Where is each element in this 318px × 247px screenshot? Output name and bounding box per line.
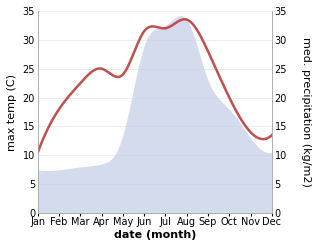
Y-axis label: med. precipitation (kg/m2): med. precipitation (kg/m2) (301, 37, 311, 187)
Y-axis label: max temp (C): max temp (C) (7, 74, 17, 150)
X-axis label: date (month): date (month) (114, 230, 196, 240)
